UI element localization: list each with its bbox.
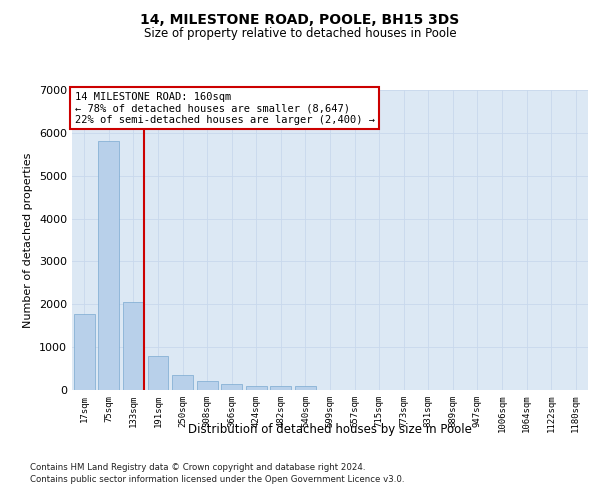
Text: 14 MILESTONE ROAD: 160sqm
← 78% of detached houses are smaller (8,647)
22% of se: 14 MILESTONE ROAD: 160sqm ← 78% of detac… [74, 92, 374, 124]
Bar [123, 302, 144, 390]
Text: Contains public sector information licensed under the Open Government Licence v3: Contains public sector information licen… [30, 475, 404, 484]
Text: 14, MILESTONE ROAD, POOLE, BH15 3DS: 14, MILESTONE ROAD, POOLE, BH15 3DS [140, 12, 460, 26]
Bar [197, 382, 218, 390]
Bar [246, 386, 267, 390]
Bar [98, 142, 119, 390]
Bar [221, 384, 242, 390]
Bar [295, 386, 316, 390]
Text: Contains HM Land Registry data © Crown copyright and database right 2024.: Contains HM Land Registry data © Crown c… [30, 462, 365, 471]
Bar [172, 376, 193, 390]
Text: Distribution of detached houses by size in Poole: Distribution of detached houses by size … [188, 422, 472, 436]
Bar [271, 386, 292, 390]
Text: Size of property relative to detached houses in Poole: Size of property relative to detached ho… [143, 28, 457, 40]
Bar [148, 356, 169, 390]
Y-axis label: Number of detached properties: Number of detached properties [23, 152, 34, 328]
Bar [74, 314, 95, 390]
